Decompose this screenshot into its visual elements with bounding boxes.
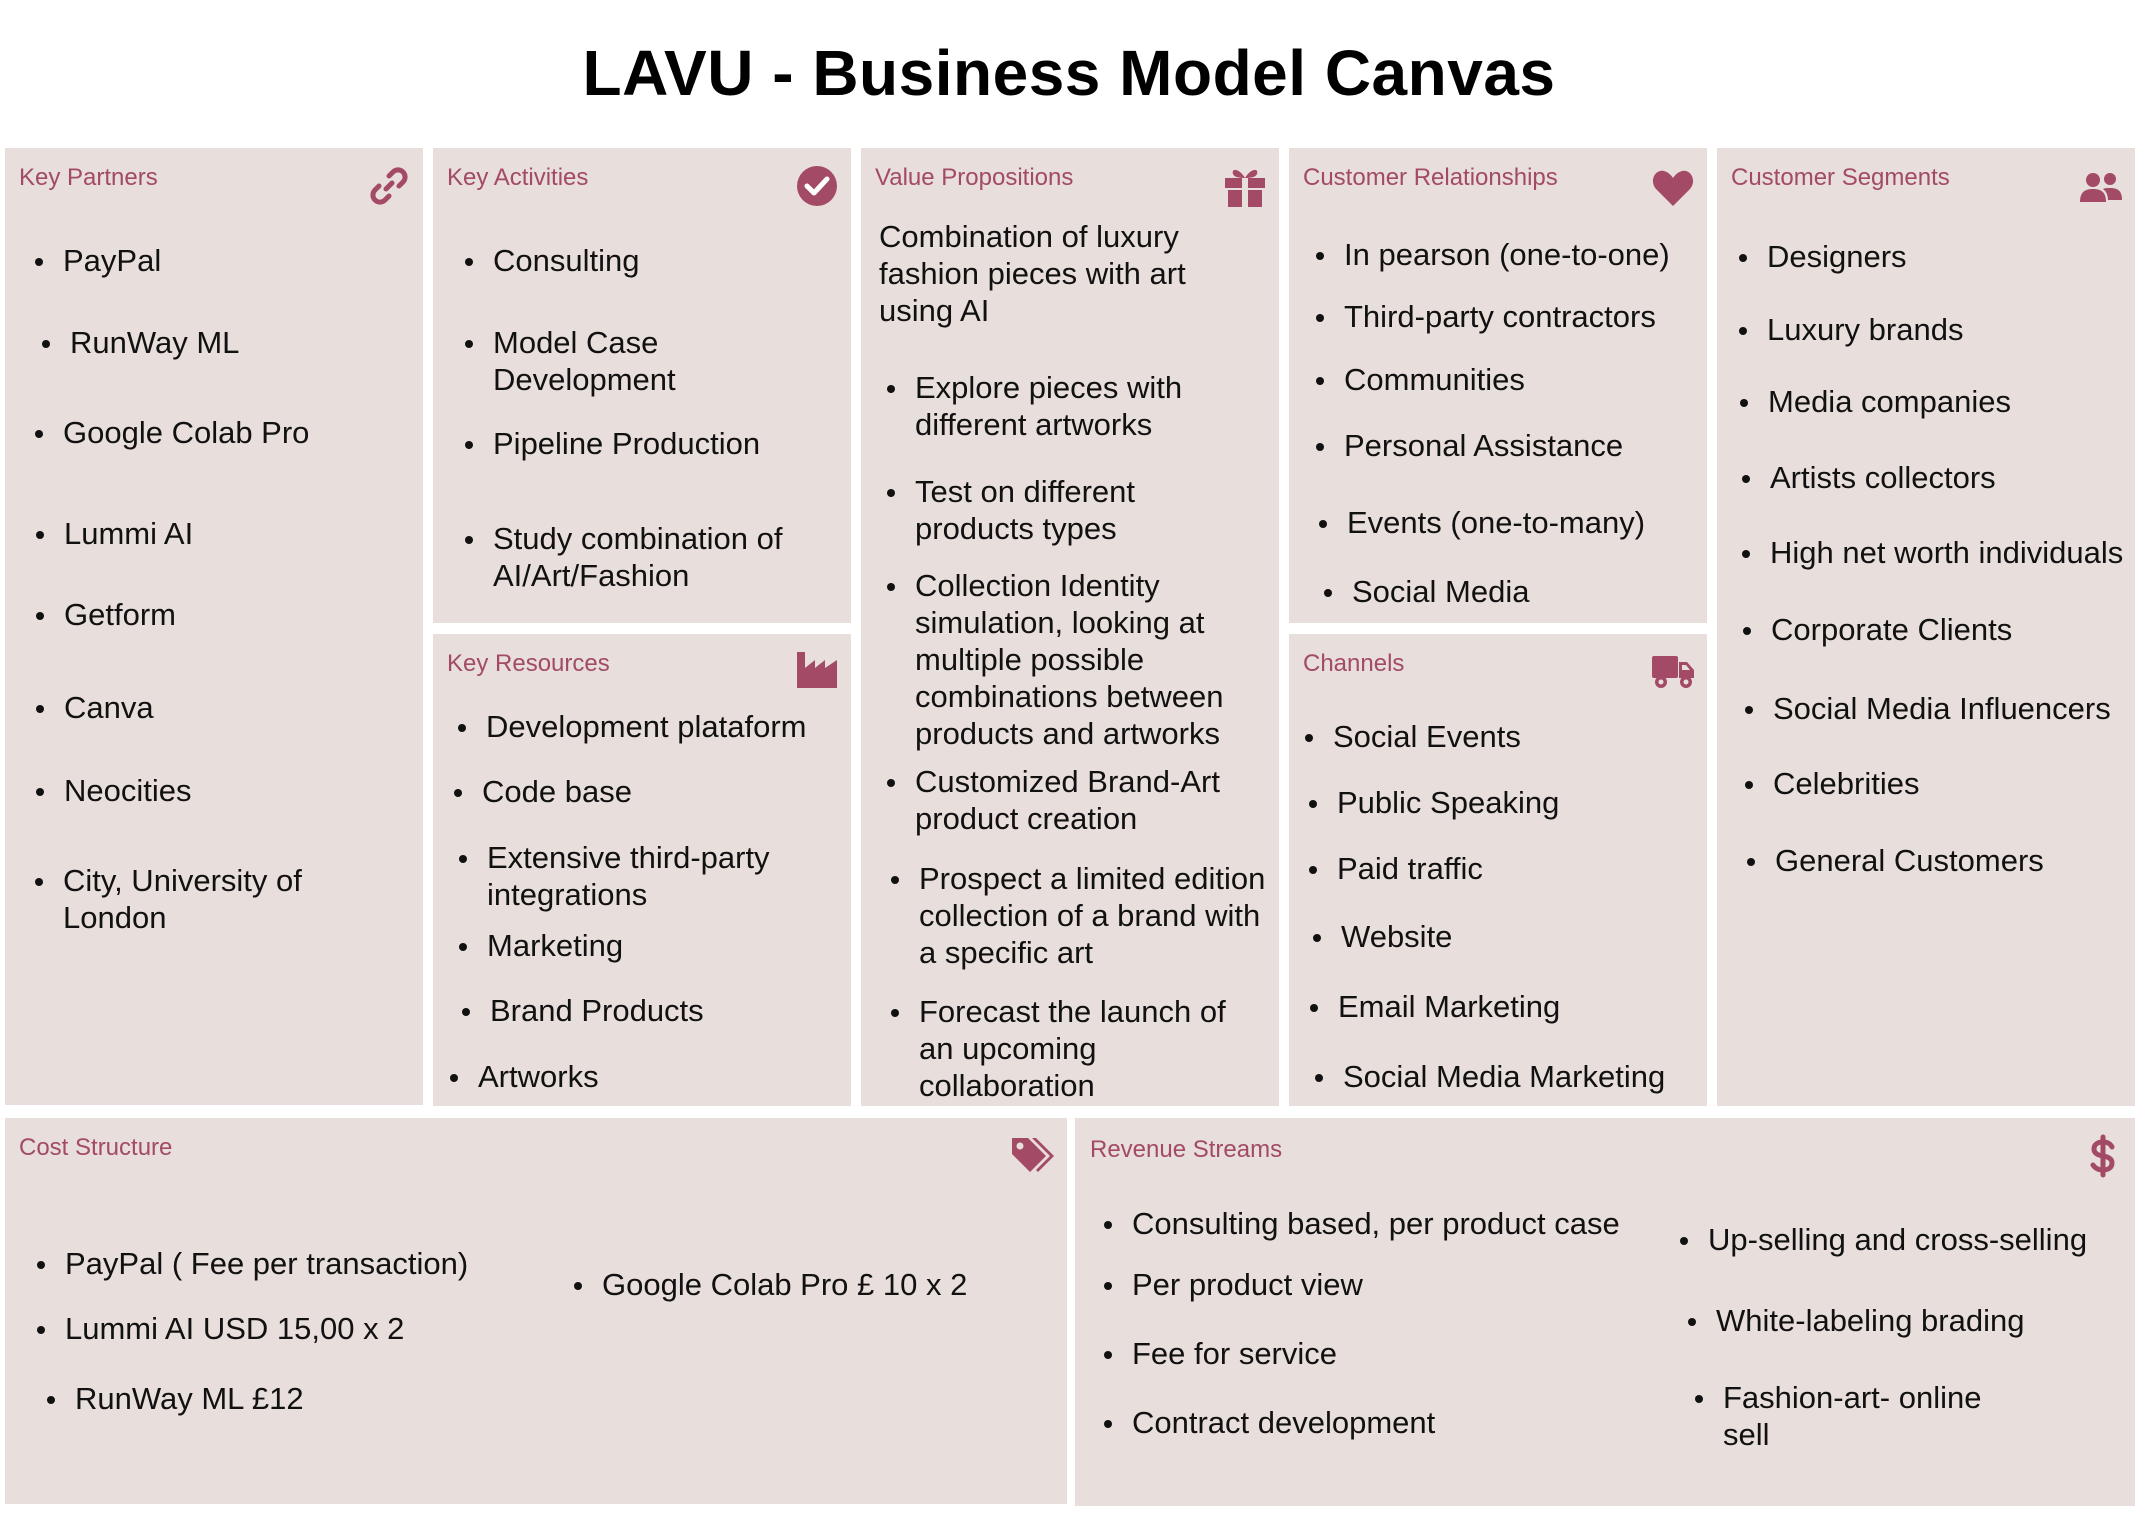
revenue-streams-section: Revenue Streams Consulting based, per pr…: [1075, 1118, 2135, 1506]
list-item: Third-party contractors: [1316, 298, 1706, 335]
list-item: Up-selling and cross-selling: [1680, 1221, 2130, 1258]
list-item: Social Media Influencers: [1745, 690, 2135, 727]
list-item: Artworks: [450, 1058, 840, 1095]
gift-icon: [1223, 164, 1267, 208]
list-item: PayPal ( Fee per transaction): [37, 1245, 537, 1282]
key-partners-section: Key Partners PayPal RunWay ML Google Col…: [5, 148, 423, 1105]
value-propositions-label: Value Propositions: [875, 164, 1074, 191]
list-item: Social Media Marketing: [1315, 1058, 1705, 1095]
list-item: Email Marketing: [1310, 988, 1700, 1025]
list-item: Collection Identity simulation, looking …: [887, 567, 1227, 752]
list-item: Contract development: [1104, 1404, 1664, 1441]
list-item: Artists collectors: [1742, 459, 2132, 496]
list-item: Customized Brand-Art product creation: [887, 763, 1257, 837]
list-item: Lummi AI: [36, 515, 396, 552]
key-resources-section: Key Resources Development plataform Code…: [433, 634, 851, 1106]
list-item: Paid traffic: [1309, 850, 1699, 887]
check-circle-icon: [795, 164, 839, 208]
list-item: Per product view: [1104, 1266, 1664, 1303]
list-item: General Customers: [1747, 842, 2137, 879]
key-resources-label: Key Resources: [447, 650, 610, 677]
list-item: Corporate Clients: [1743, 611, 2133, 648]
list-item: White-labeling brading: [1688, 1302, 2128, 1339]
list-item: Consulting: [465, 242, 835, 279]
list-item: Media companies: [1740, 383, 2130, 420]
list-item: Luxury brands: [1739, 311, 2129, 348]
value-propositions-intro: Combination of luxury fashion pieces wit…: [879, 219, 1186, 328]
tags-icon: [1010, 1134, 1054, 1178]
list-item: Model Case Development: [465, 324, 725, 398]
list-item: Celebrities: [1745, 765, 2135, 802]
list-item: Google Colab Pro: [35, 414, 395, 451]
list-item: Communities: [1316, 361, 1706, 398]
customer-segments-label: Customer Segments: [1731, 164, 1950, 191]
key-partners-label: Key Partners: [19, 164, 158, 191]
list-item: Explore pieces with different artworks: [887, 369, 1217, 443]
customer-segments-section: Customer Segments Designers Luxury brand…: [1717, 148, 2135, 1106]
list-item: Designers: [1739, 238, 2129, 275]
list-item: Consulting based, per product case: [1104, 1205, 1664, 1242]
heart-icon: [1651, 166, 1695, 210]
users-icon: [2079, 166, 2123, 210]
value-propositions-section: Value Propositions Combination of luxury…: [861, 148, 1279, 1106]
list-item: Code base: [454, 773, 844, 810]
list-item: In pearson (one-to-one): [1316, 236, 1706, 273]
list-item: Study combination of AI/Art/Fashion: [465, 520, 795, 594]
list-item: Prospect a limited edition collection of…: [891, 860, 1266, 971]
list-item: Lummi AI USD 15,00 x 2: [37, 1310, 537, 1347]
key-activities-section: Key Activities Consulting Model Case Dev…: [433, 148, 851, 623]
list-item: City, University of London: [35, 862, 335, 936]
list-item: Social Media: [1324, 573, 1704, 610]
list-item: Marketing: [459, 927, 849, 964]
list-item: Social Events: [1305, 718, 1695, 755]
list-item: Events (one-to-many): [1319, 504, 1709, 541]
list-item: PayPal: [35, 242, 395, 279]
channels-label: Channels: [1303, 650, 1405, 677]
list-item: High net worth individuals: [1742, 534, 2132, 571]
customer-relationships-section: Customer Relationships In pearson (one-t…: [1289, 148, 1707, 623]
list-item: RunWay ML £12: [47, 1380, 547, 1417]
list-item: Pipeline Production: [465, 425, 835, 462]
channels-section: Channels Social Events Public Speaking P…: [1289, 634, 1707, 1106]
list-item: Neocities: [36, 772, 396, 809]
list-item: Public Speaking: [1309, 784, 1699, 821]
truck-icon: [1651, 648, 1695, 692]
list-item: Personal Assistance: [1316, 427, 1706, 464]
key-activities-label: Key Activities: [447, 164, 589, 191]
customer-relationships-label: Customer Relationships: [1303, 164, 1558, 191]
cost-structure-label: Cost Structure: [19, 1134, 173, 1161]
list-item: Brand Products: [462, 992, 852, 1029]
page-title: LAVU - Business Model Canvas: [582, 37, 1556, 109]
link-icon: [367, 164, 411, 208]
list-item: Canva: [36, 689, 396, 726]
list-item: Test on different products types: [887, 473, 1257, 547]
factory-icon: [795, 648, 839, 692]
list-item: Website: [1313, 918, 1703, 955]
dollar-icon: [2081, 1134, 2125, 1178]
list-item: Getform: [36, 596, 396, 633]
cost-structure-section: Cost Structure PayPal ( Fee per transact…: [5, 1118, 1067, 1504]
list-item: Fee for service: [1104, 1335, 1664, 1372]
list-item: Development plataform: [458, 708, 848, 745]
list-item: Extensive third-party integrations: [459, 839, 789, 913]
revenue-streams-label: Revenue Streams: [1090, 1136, 1283, 1163]
list-item: Fashion-art- online sell: [1695, 1379, 1995, 1453]
list-item: Forecast the launch of an upcoming colla…: [891, 993, 1251, 1104]
list-item: RunWay ML: [42, 324, 402, 361]
list-item: Google Colab Pro £ 10 x 2: [574, 1266, 1034, 1303]
